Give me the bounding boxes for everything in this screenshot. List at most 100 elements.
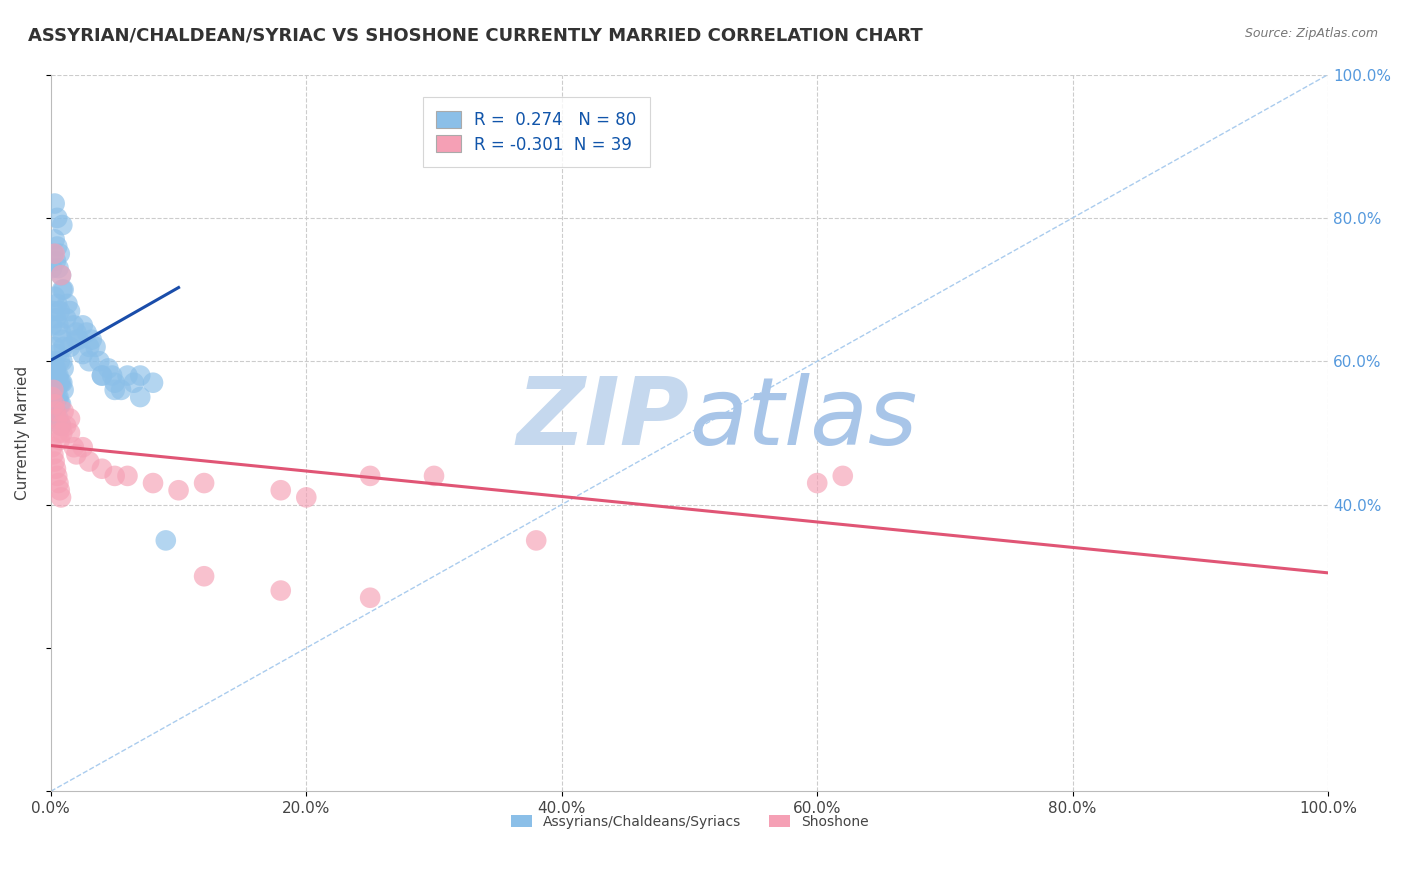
Point — [90, 368, 112, 383]
Point — [46, 390, 69, 404]
Point — [49, 418, 72, 433]
Point — [48, 368, 70, 383]
Point — [46, 411, 69, 425]
Point — [49, 397, 72, 411]
Text: ZIP: ZIP — [516, 373, 689, 465]
Point — [51, 425, 73, 440]
Point — [142, 476, 165, 491]
Point — [77, 454, 100, 468]
Point — [51, 218, 73, 232]
Point — [72, 347, 94, 361]
Point — [52, 361, 75, 376]
Point — [49, 376, 72, 390]
Point — [41, 440, 63, 454]
Point — [65, 333, 87, 347]
Legend: Assyrians/Chaldeans/Syriacs, Shoshone: Assyrians/Chaldeans/Syriacs, Shoshone — [505, 809, 873, 835]
Point — [42, 397, 65, 411]
Point — [41, 411, 63, 425]
Point — [41, 390, 63, 404]
Point — [45, 311, 67, 326]
Point — [101, 368, 124, 383]
Point — [49, 418, 72, 433]
Point — [831, 469, 853, 483]
Point — [46, 239, 69, 253]
Point — [44, 232, 66, 246]
Point — [122, 376, 145, 390]
Point — [44, 340, 66, 354]
Point — [41, 318, 63, 333]
Point — [52, 340, 75, 354]
Point — [45, 404, 67, 418]
Point — [193, 476, 215, 491]
Point — [55, 311, 77, 326]
Point — [104, 383, 127, 397]
Point — [49, 491, 72, 505]
Point — [51, 354, 73, 368]
Point — [59, 425, 82, 440]
Point — [423, 469, 446, 483]
Point — [42, 376, 65, 390]
Point — [110, 383, 132, 397]
Point — [155, 533, 177, 548]
Point — [90, 368, 112, 383]
Point — [42, 246, 65, 260]
Point — [59, 340, 82, 354]
Point — [63, 440, 86, 454]
Point — [72, 318, 94, 333]
Point — [76, 326, 98, 340]
Point — [129, 390, 152, 404]
Point — [65, 326, 87, 340]
Point — [52, 383, 75, 397]
Point — [51, 283, 73, 297]
Point — [359, 591, 381, 605]
Text: Source: ZipAtlas.com: Source: ZipAtlas.com — [1244, 27, 1378, 40]
Point — [46, 469, 69, 483]
Point — [46, 211, 69, 225]
Point — [65, 447, 87, 461]
Point — [270, 483, 292, 498]
Point — [117, 368, 139, 383]
Point — [72, 440, 94, 454]
Point — [41, 390, 63, 404]
Point — [49, 246, 72, 260]
Point — [56, 297, 79, 311]
Point — [84, 340, 107, 354]
Point — [44, 383, 66, 397]
Point — [44, 290, 66, 304]
Point — [90, 461, 112, 475]
Point — [117, 469, 139, 483]
Point — [48, 411, 70, 425]
Point — [44, 397, 66, 411]
Point — [49, 268, 72, 283]
Point — [359, 469, 381, 483]
Point — [49, 483, 72, 498]
Point — [49, 354, 72, 368]
Point — [45, 404, 67, 418]
Point — [44, 196, 66, 211]
Point — [41, 260, 63, 275]
Point — [49, 304, 72, 318]
Point — [77, 340, 100, 354]
Point — [45, 383, 67, 397]
Point — [63, 318, 86, 333]
Point — [41, 368, 63, 383]
Point — [42, 447, 65, 461]
Point — [52, 283, 75, 297]
Point — [67, 333, 90, 347]
Point — [49, 376, 72, 390]
Point — [49, 433, 72, 447]
Point — [806, 476, 828, 491]
Point — [42, 354, 65, 368]
Point — [49, 268, 72, 283]
Point — [45, 253, 67, 268]
Point — [104, 469, 127, 483]
Point — [51, 376, 73, 390]
Point — [48, 390, 70, 404]
Point — [49, 397, 72, 411]
Point — [45, 361, 67, 376]
Y-axis label: Currently Married: Currently Married — [15, 366, 30, 500]
Point — [59, 304, 82, 318]
Text: ASSYRIAN/CHALDEAN/SYRIAC VS SHOSHONE CURRENTLY MARRIED CORRELATION CHART: ASSYRIAN/CHALDEAN/SYRIAC VS SHOSHONE CUR… — [28, 27, 922, 45]
Point — [46, 297, 69, 311]
Point — [44, 454, 66, 468]
